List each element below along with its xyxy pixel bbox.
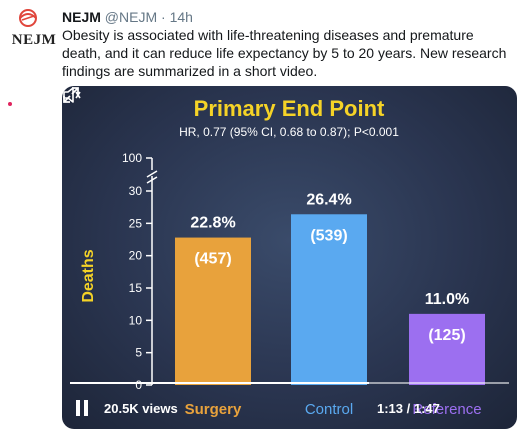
pause-button[interactable] (76, 400, 90, 416)
bar (175, 237, 251, 385)
bar-count-label: (125) (428, 327, 465, 344)
chart-subtitle: HR, 0.77 (95% CI, 0.68 to 0.87); P<0.001 (179, 125, 399, 139)
x-tick-label: Surgery (185, 401, 242, 418)
bar-value-label: 26.4% (306, 191, 351, 208)
y-axis-label: Deaths (80, 249, 97, 302)
tweet-text: Obesity is associated with life-threaten… (62, 27, 507, 79)
axis-break-mark (146, 176, 158, 184)
y-tick-label: 15 (129, 281, 143, 295)
tweet-time[interactable]: 14h (169, 9, 193, 25)
axis-break-mark (146, 170, 158, 178)
bar (291, 214, 367, 385)
video-time: 1:13 / 1:47 (377, 401, 440, 416)
y-tick-label: 10 (129, 313, 143, 327)
bar-count-label: (539) (310, 227, 347, 244)
video-player[interactable]: Primary End Point HR, 0.77 (95% CI, 0.68 … (62, 86, 517, 429)
chart: Primary End Point HR, 0.77 (95% CI, 0.68 … (80, 96, 485, 418)
tweet-header: NEJM @NEJM · 14h (62, 8, 193, 26)
x-tick-label: Control (305, 401, 353, 418)
y-tick-label: 30 (129, 184, 143, 198)
bar (409, 313, 485, 385)
bar-count-label: (457) (194, 251, 231, 268)
avatar[interactable]: NEJM (8, 8, 56, 48)
nejm-logo-icon (19, 9, 37, 27)
video-progress-bar[interactable] (70, 382, 509, 384)
y-tick-label: 20 (129, 249, 143, 263)
pause-icon (84, 400, 88, 416)
chart-title: Primary End Point (194, 96, 385, 121)
unread-dot (8, 102, 12, 106)
pause-icon (76, 400, 80, 416)
y-tick-label: 0 (135, 378, 142, 392)
fullscreen-icon[interactable] (62, 86, 80, 104)
author-name[interactable]: NEJM (62, 9, 101, 25)
video-progress-fill (70, 382, 369, 384)
avatar-label: NEJM (11, 32, 57, 48)
x-tick-label: Reference (412, 401, 481, 418)
y-tick-label: 5 (135, 346, 142, 360)
view-count: 20.5K views (104, 401, 178, 416)
bar-value-label: 11.0% (425, 291, 469, 308)
author-handle[interactable]: @NEJM (104, 9, 158, 25)
y-tick-label: 100 (122, 151, 142, 165)
bar-value-label: 22.8% (190, 215, 235, 232)
separator: · (161, 9, 166, 25)
y-tick-label: 25 (129, 216, 143, 230)
